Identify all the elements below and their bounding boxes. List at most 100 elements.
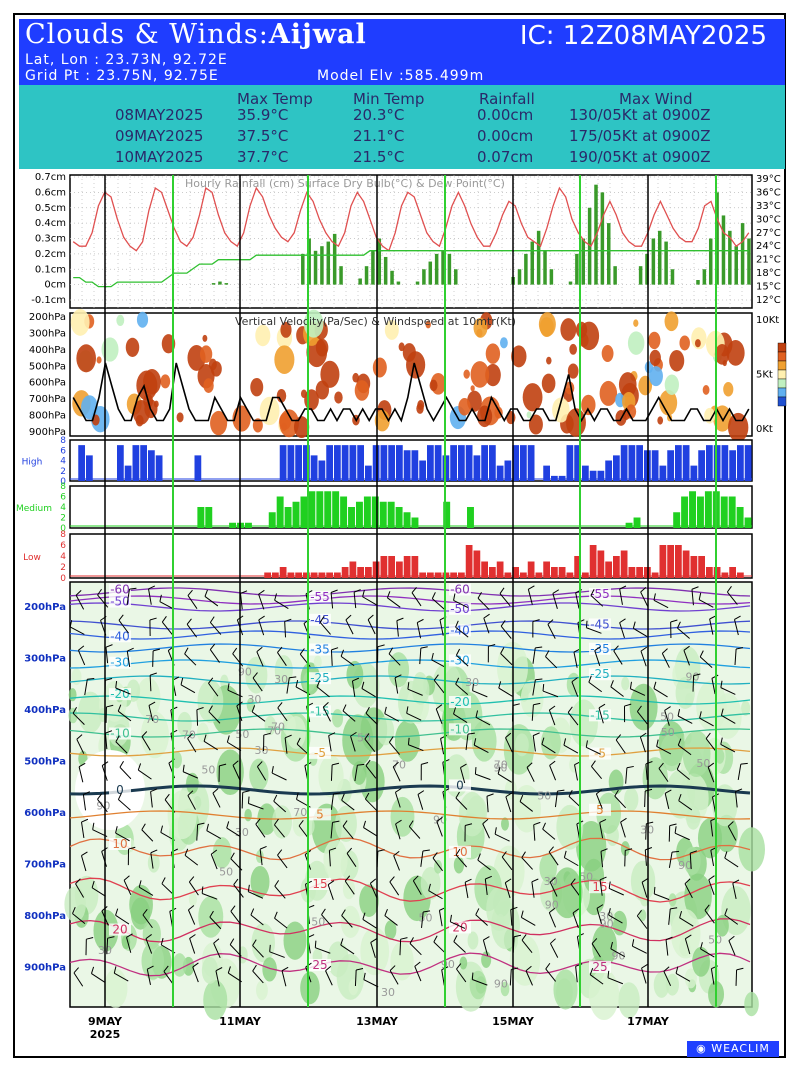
cloud-bar <box>197 507 205 528</box>
wind-barb-feather <box>370 938 377 943</box>
velocity-blob <box>664 374 679 395</box>
cloud-bar <box>334 445 341 481</box>
contour-label-bg <box>589 668 611 681</box>
rainfall-bar <box>339 266 343 285</box>
wind-barb <box>187 909 196 925</box>
wind-barb-feather <box>340 938 344 946</box>
wind-barb <box>115 741 128 754</box>
rainfall-bar <box>696 280 700 285</box>
wind-barb-feather <box>724 908 728 916</box>
humidity-blob <box>197 722 209 743</box>
humidity-blob <box>68 688 77 702</box>
pressure-tick: 600hPa <box>29 378 66 389</box>
wind-barb-feather <box>170 706 178 711</box>
wind-barb-feather <box>259 845 267 850</box>
pressure-tick: 700hPa <box>24 860 66 871</box>
pressure-tick: 500hPa <box>24 757 66 768</box>
contour-label-bg <box>449 695 471 708</box>
wind-barb-feather <box>455 648 461 656</box>
humidity-blob <box>348 979 359 996</box>
contour-label-bg <box>309 808 331 821</box>
humidity-blob <box>172 953 187 977</box>
wind-barb <box>591 943 601 958</box>
rainfall-bar <box>664 241 668 285</box>
humidity-blob <box>286 715 306 749</box>
temperature-label: -60 <box>450 582 470 596</box>
wind-barb <box>387 597 401 608</box>
cloud-tick: 0 <box>60 477 66 487</box>
wind-barb <box>196 824 199 841</box>
wind-barb-feather <box>596 904 604 909</box>
wind-barb <box>97 594 109 608</box>
rainfall-bar <box>415 281 420 285</box>
humidity-blob <box>639 909 647 922</box>
wind-barb-feather <box>161 877 166 884</box>
humidity-blob <box>216 749 244 796</box>
cloud-bar <box>504 460 512 481</box>
wind-barb-feather <box>78 762 86 768</box>
humidity-blob <box>712 784 738 827</box>
wind-barb <box>118 799 131 811</box>
rainfall-bar <box>549 269 554 285</box>
rainfall-bar <box>708 238 713 285</box>
wind-barb-feather <box>728 935 735 942</box>
wind-barb-feather <box>500 647 505 654</box>
wind-barb-feather <box>296 792 299 800</box>
wind-barb <box>453 599 469 609</box>
wind-barb <box>564 857 579 867</box>
velocity-blob <box>463 369 470 379</box>
velocity-blob <box>575 321 588 338</box>
wind-barb-feather <box>363 820 367 828</box>
wind-barb-feather <box>535 678 543 681</box>
wind-barb <box>274 599 289 609</box>
wind-barb <box>420 850 424 867</box>
wind-barb-feather <box>330 589 338 593</box>
wind-barb-feather <box>212 788 219 794</box>
humidity-label: 30 <box>254 744 268 757</box>
wind-barb-feather <box>187 733 193 739</box>
wind-barb-feather <box>329 847 337 851</box>
wind-barb-feather <box>640 732 647 738</box>
cloud-bar <box>667 450 674 481</box>
wind-barb-feather <box>477 591 482 599</box>
humidity-blob <box>624 787 639 812</box>
wind-barb <box>433 679 445 694</box>
cloud-bar <box>340 496 348 528</box>
contour-label-bg <box>589 618 611 631</box>
cloud-bar <box>117 445 124 481</box>
cloud-bar <box>279 567 287 578</box>
temperature-contour <box>69 695 751 705</box>
temperature-label: -40 <box>110 629 130 643</box>
wind-barb <box>570 883 581 898</box>
wind-barb-feather <box>672 850 680 853</box>
wind-barb <box>500 653 513 666</box>
humidity-blob <box>256 980 268 1001</box>
wind-barb <box>453 713 468 723</box>
velocity-blob <box>372 357 387 378</box>
wind-barb <box>505 796 512 813</box>
wind-barb-feather <box>352 677 360 682</box>
wind-barb-feather <box>477 853 481 861</box>
wind-barb-feather <box>213 938 220 944</box>
wind-barb-feather <box>163 965 169 972</box>
wind-barb-feather <box>138 880 142 888</box>
wind-barb <box>624 850 626 867</box>
wind-barb <box>499 593 511 607</box>
humidity-label: 90 <box>686 671 700 684</box>
wind-barb-feather <box>570 878 576 885</box>
wind-barb-feather <box>456 963 462 970</box>
wind-barb <box>395 823 401 840</box>
date-tick: 17MAY <box>627 1015 670 1028</box>
wind-barb-feather <box>598 703 606 709</box>
wind-barb <box>330 592 334 609</box>
row-rain: 0.00cm <box>477 106 534 124</box>
wind-barb-feather <box>332 820 340 823</box>
cloud-bar <box>140 445 147 481</box>
wind-barb-feather <box>142 909 148 916</box>
wind-barb-feather <box>232 760 239 766</box>
temperature-contour <box>69 659 751 669</box>
velocity-blob <box>76 344 96 373</box>
humidity-blob <box>264 715 276 735</box>
wind-barb-feather <box>137 763 142 771</box>
wind-barb-feather <box>428 883 431 891</box>
